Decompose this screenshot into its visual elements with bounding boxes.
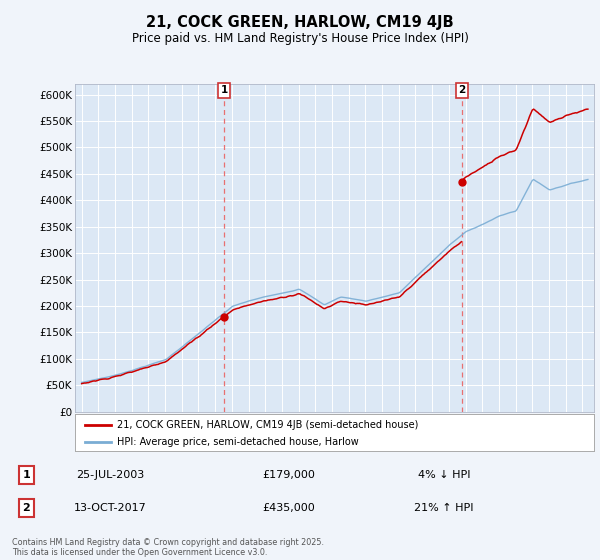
- Text: 1: 1: [23, 470, 30, 480]
- Text: Contains HM Land Registry data © Crown copyright and database right 2025.
This d: Contains HM Land Registry data © Crown c…: [12, 538, 324, 557]
- Text: 1: 1: [221, 85, 228, 95]
- Text: 21, COCK GREEN, HARLOW, CM19 4JB: 21, COCK GREEN, HARLOW, CM19 4JB: [146, 15, 454, 30]
- Text: 21, COCK GREEN, HARLOW, CM19 4JB (semi-detached house): 21, COCK GREEN, HARLOW, CM19 4JB (semi-d…: [116, 419, 418, 430]
- Text: 21% ↑ HPI: 21% ↑ HPI: [414, 503, 474, 512]
- Text: HPI: Average price, semi-detached house, Harlow: HPI: Average price, semi-detached house,…: [116, 437, 358, 447]
- Text: 2: 2: [458, 85, 466, 95]
- Text: 25-JUL-2003: 25-JUL-2003: [76, 470, 144, 480]
- Text: 4% ↓ HPI: 4% ↓ HPI: [418, 470, 470, 480]
- Text: Price paid vs. HM Land Registry's House Price Index (HPI): Price paid vs. HM Land Registry's House …: [131, 32, 469, 45]
- Text: 2: 2: [23, 503, 30, 512]
- Text: £179,000: £179,000: [262, 470, 315, 480]
- Text: 13-OCT-2017: 13-OCT-2017: [74, 503, 146, 512]
- Text: £435,000: £435,000: [262, 503, 315, 512]
